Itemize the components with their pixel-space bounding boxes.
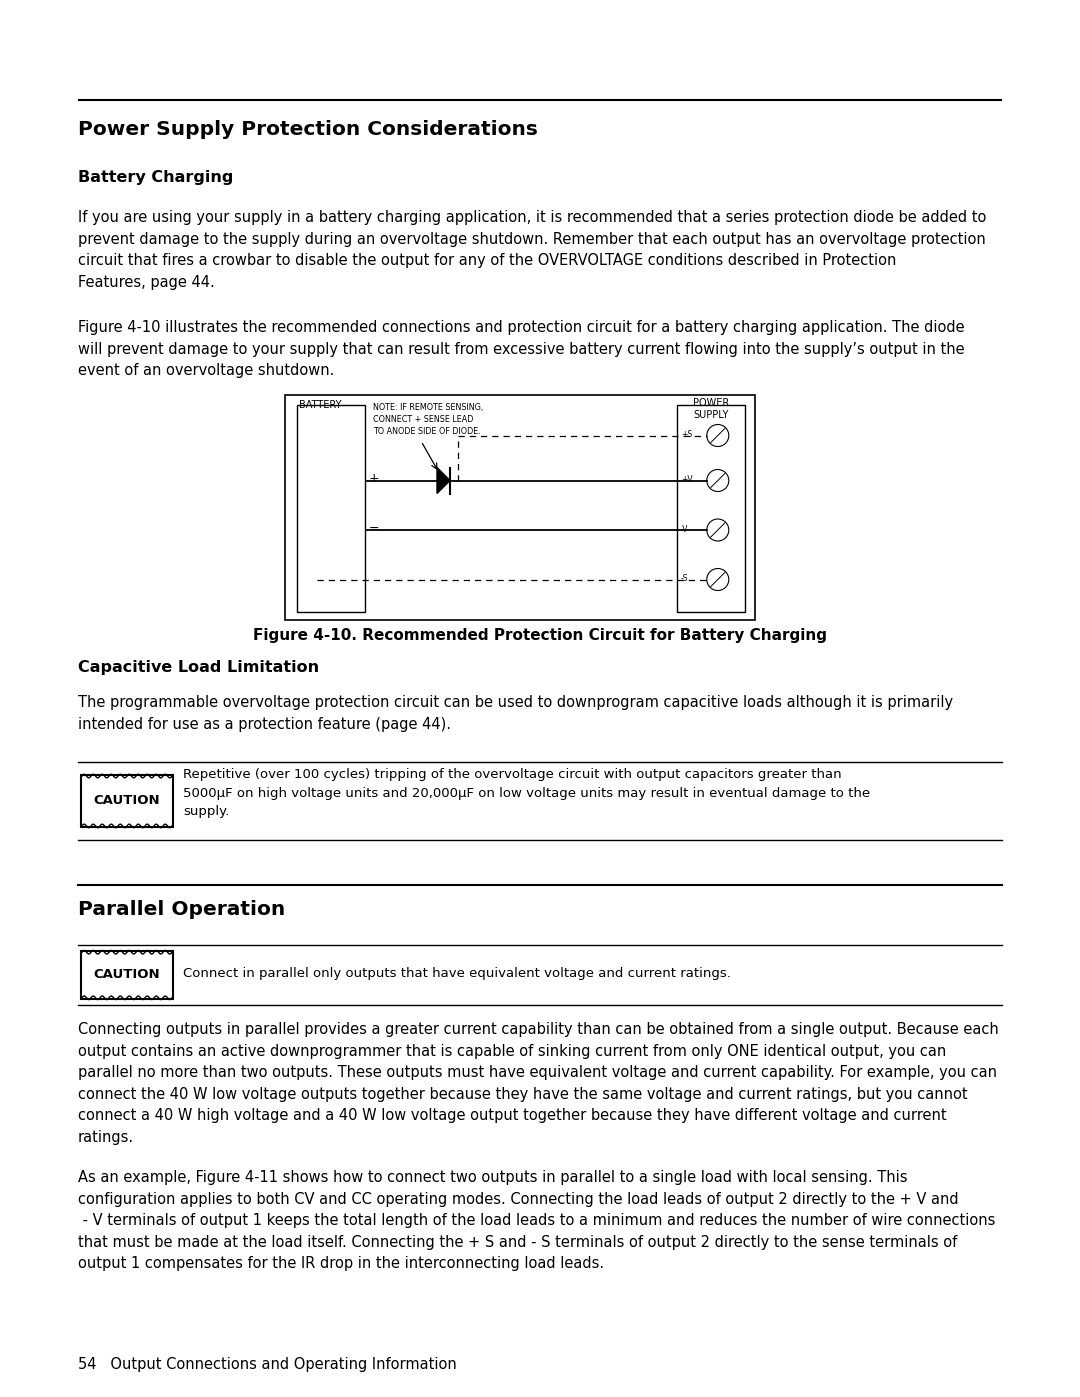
Circle shape xyxy=(706,520,729,541)
Circle shape xyxy=(706,425,729,447)
Text: NOTE: IF REMOTE SENSING,
CONNECT + SENSE LEAD
TO ANODE SIDE OF DIODE.: NOTE: IF REMOTE SENSING, CONNECT + SENSE… xyxy=(373,402,483,436)
Bar xyxy=(677,405,745,612)
Text: Battery Charging: Battery Charging xyxy=(78,170,233,184)
FancyBboxPatch shape xyxy=(81,951,173,999)
Text: 54   Output Connections and Operating Information: 54 Output Connections and Operating Info… xyxy=(78,1356,457,1372)
Circle shape xyxy=(706,469,729,492)
Text: BATTERY: BATTERY xyxy=(299,400,341,409)
Text: As an example, Figure 4-11 shows how to connect two outputs in parallel to a sin: As an example, Figure 4-11 shows how to … xyxy=(78,1171,996,1271)
Text: -V: -V xyxy=(681,524,689,534)
Text: +V: +V xyxy=(681,475,692,483)
Text: If you are using your supply in a battery charging application, it is recommende: If you are using your supply in a batter… xyxy=(78,210,986,289)
Text: Connect in parallel only outputs that have equivalent voltage and current rating: Connect in parallel only outputs that ha… xyxy=(183,967,731,979)
Text: Capacitive Load Limitation: Capacitive Load Limitation xyxy=(78,659,319,675)
Text: Figure 4-10. Recommended Protection Circuit for Battery Charging: Figure 4-10. Recommended Protection Circ… xyxy=(253,629,827,643)
FancyBboxPatch shape xyxy=(81,775,173,827)
Bar xyxy=(297,405,365,612)
Text: Repetitive (over 100 cycles) tripping of the overvoltage circuit with output cap: Repetitive (over 100 cycles) tripping of… xyxy=(183,768,870,819)
Polygon shape xyxy=(437,468,450,493)
Text: Connecting outputs in parallel provides a greater current capability than can be: Connecting outputs in parallel provides … xyxy=(78,1023,999,1146)
Text: -S: -S xyxy=(681,574,689,583)
Text: +S: +S xyxy=(681,430,692,439)
Text: Parallel Operation: Parallel Operation xyxy=(78,900,285,919)
Text: The programmable overvoltage protection circuit can be used to downprogram capac: The programmable overvoltage protection … xyxy=(78,694,954,732)
Text: −: − xyxy=(369,521,379,535)
Text: +: + xyxy=(369,472,380,485)
Text: CAUTION: CAUTION xyxy=(94,968,160,982)
Bar xyxy=(285,395,755,620)
Text: CAUTION: CAUTION xyxy=(94,795,160,807)
Text: Power Supply Protection Considerations: Power Supply Protection Considerations xyxy=(78,120,538,138)
Text: Figure 4-10 illustrates the recommended connections and protection circuit for a: Figure 4-10 illustrates the recommended … xyxy=(78,320,964,379)
Text: POWER
SUPPLY: POWER SUPPLY xyxy=(693,398,729,419)
Circle shape xyxy=(706,569,729,591)
